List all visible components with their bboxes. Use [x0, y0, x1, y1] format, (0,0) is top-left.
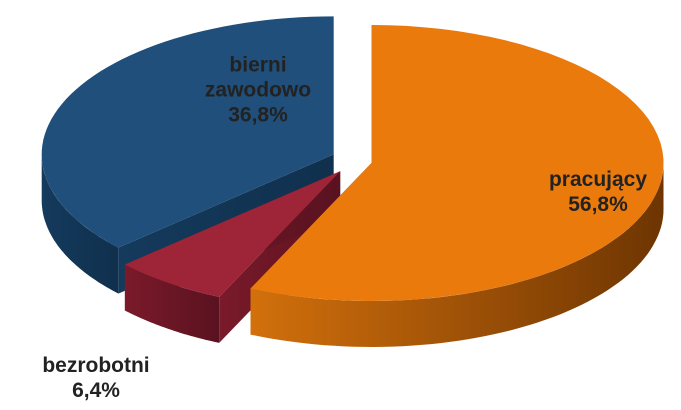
slice-side	[124, 264, 220, 343]
value-label: 36,8%	[228, 103, 288, 127]
value-label: 56,8%	[568, 193, 628, 216]
slice-label: bezrobotni 6,4%	[16, 353, 176, 403]
slice-label: bierni zawodowo 36,8%	[193, 53, 323, 128]
slice	[41, 16, 334, 248]
category-label: bierni zawodowo	[204, 53, 312, 102]
slice	[124, 171, 341, 297]
slice-label: pracujący 56,8%	[528, 167, 668, 217]
category-label: bezrobotni	[42, 354, 150, 377]
category-label: pracujący	[548, 168, 648, 191]
slice-side	[41, 154, 119, 294]
slice-side	[250, 163, 664, 347]
slice	[250, 25, 664, 301]
value-label: 6,4%	[72, 379, 120, 402]
